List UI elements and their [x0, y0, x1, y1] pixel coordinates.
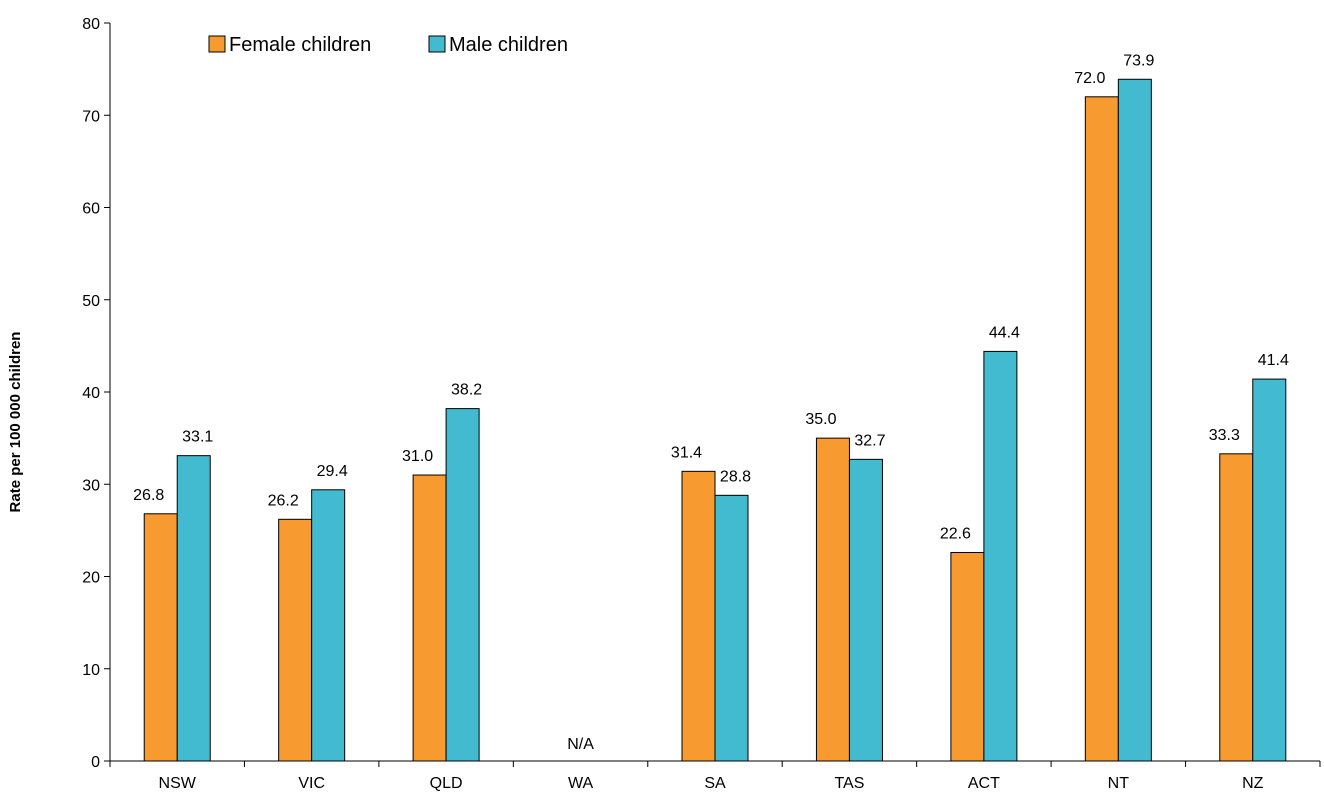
bar: [311, 489, 346, 762]
y-tick-label: 40: [82, 385, 100, 402]
bar: [815, 437, 850, 762]
data-label: 31.0: [402, 448, 433, 465]
x-tick-label: QLD: [430, 775, 463, 792]
legend-label: Female children: [229, 34, 371, 56]
bar: [278, 518, 313, 762]
bar: [714, 494, 749, 762]
data-label: 35.0: [805, 411, 836, 428]
x-tick-label: NT: [1108, 775, 1130, 792]
data-label: 29.4: [317, 463, 348, 480]
data-label: 22.6: [940, 526, 971, 543]
bar: [848, 458, 883, 762]
x-tick-label: ACT: [968, 775, 1000, 792]
x-tick-label: WA: [568, 775, 594, 792]
data-label: 28.8: [720, 468, 751, 485]
x-tick-label: NZ: [1242, 775, 1264, 792]
bar: [445, 408, 480, 762]
y-tick-label: 0: [91, 754, 100, 771]
data-label: 32.7: [854, 432, 885, 449]
y-tick-label: 30: [82, 477, 100, 494]
bar: [950, 552, 985, 762]
missing-data-label: N/A: [567, 736, 594, 753]
y-tick-label: 50: [82, 293, 100, 310]
data-label: 38.2: [451, 382, 482, 399]
data-label: 44.4: [989, 324, 1020, 341]
x-tick-label: NSW: [159, 775, 197, 792]
legend-label: Male children: [449, 34, 568, 56]
bar: [983, 350, 1018, 762]
y-tick-label: 70: [82, 108, 100, 125]
x-tick-label: TAS: [834, 775, 864, 792]
bar: [681, 470, 716, 762]
bar: [176, 455, 211, 762]
y-axis-title: Rate per 100 000 children: [7, 332, 24, 513]
y-tick-label: 80: [82, 16, 100, 33]
data-label: 26.8: [133, 487, 164, 504]
bar: [143, 513, 178, 762]
plot-area: 0 10 20 30 40 50 60 70 80 NSW VIC QLD WA SA TAS ACT NT NZ…: [82, 16, 1321, 792]
data-label: 72.0: [1074, 70, 1105, 87]
bar: [1084, 96, 1119, 762]
bar: [412, 474, 447, 762]
legend-swatch: [428, 35, 446, 53]
x-tick-label: SA: [704, 775, 726, 792]
y-tick-label: 10: [82, 662, 100, 679]
data-label: 73.9: [1123, 52, 1154, 69]
bar: [1252, 378, 1287, 762]
data-label: 33.1: [182, 429, 213, 446]
bar: [1117, 78, 1152, 762]
bar: [1219, 453, 1254, 762]
legend: Female children Male children: [208, 34, 568, 56]
data-label: 33.3: [1209, 427, 1240, 444]
y-tick-label: 60: [82, 201, 100, 218]
y-axis-title-group: Rate per 100 000 children: [7, 332, 24, 513]
legend-swatch: [208, 35, 226, 53]
data-label: 41.4: [1258, 352, 1289, 369]
x-tick-label: VIC: [298, 775, 325, 792]
data-label: 31.4: [671, 444, 702, 461]
y-tick-label: 20: [82, 570, 100, 587]
data-label: 26.2: [268, 492, 299, 509]
